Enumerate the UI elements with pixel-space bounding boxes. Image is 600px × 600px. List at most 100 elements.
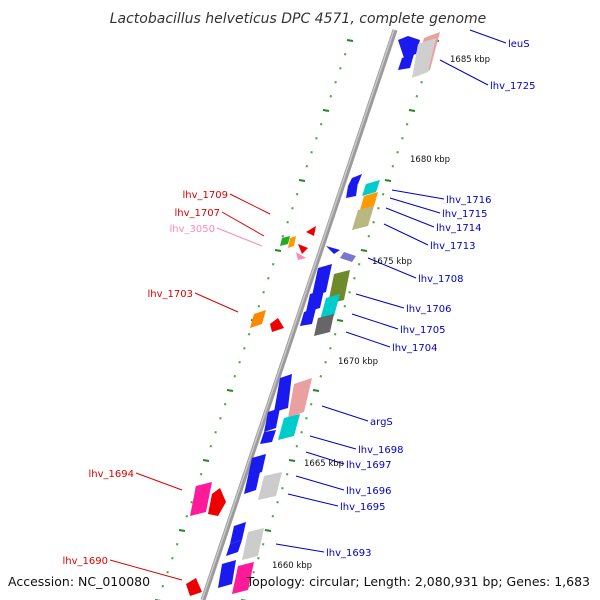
gene-features (186, 32, 440, 596)
tick-mark (334, 81, 337, 84)
kbp-label: 1675 kbp (372, 257, 412, 267)
leader-line (383, 223, 429, 246)
tick-mark (247, 333, 251, 336)
gene-label-lhv-1707: lhv_1707 (175, 208, 220, 219)
tick-mark (238, 361, 241, 364)
gene-lhv-1697-blue (260, 430, 276, 444)
gene-labels: leuS lhv_1725 lhv_1716 lhv_1715 lhv_1714 lhv_… (63, 29, 535, 581)
leader-line (351, 313, 399, 330)
tick-mark (286, 221, 289, 224)
tick-mark (295, 445, 299, 448)
gene-lhv-1693-blue-b (226, 540, 242, 556)
gene-label-lhv-1716: lhv_1716 (446, 195, 491, 206)
gene-label-lhv-1708: lhv_1708 (418, 274, 463, 285)
tick-mark (415, 95, 419, 98)
gene-label-lhv-1709: lhv_1709 (183, 190, 228, 201)
tick-mark (262, 291, 265, 294)
tick-mark (285, 473, 289, 476)
leader-line (229, 193, 271, 215)
tick-mark (209, 445, 213, 448)
gene-label-lhv-1696: lhv_1696 (346, 486, 391, 497)
gene-lhv-1704-gray (314, 314, 334, 336)
tick-mark (252, 571, 255, 574)
gene-rna-arrow (296, 252, 306, 260)
gene-lhv-1690-arrow (186, 578, 202, 596)
gene-lhv-1707-block (280, 236, 290, 246)
tick-mark (274, 249, 282, 252)
gene-lhv-1695-gray (258, 472, 282, 500)
gene-label-lhv-1705: lhv_1705 (400, 325, 445, 336)
gene-label-lhv-1703: lhv_1703 (148, 289, 193, 300)
tick-mark (298, 179, 306, 182)
leader-line (321, 405, 369, 422)
gene-lhv-1693-blue-a (230, 522, 246, 544)
kbp-label: 1685 kbp (450, 55, 490, 65)
leader-line (295, 475, 345, 491)
gene-lhv-1695-blue (244, 472, 260, 494)
leader-line (275, 543, 325, 553)
gene-lhv-1707-block-b (288, 236, 296, 248)
leader-line (389, 197, 441, 214)
tick-mark (346, 39, 354, 42)
gene-lhv-1716-b (346, 182, 358, 198)
tick-mark (175, 543, 179, 546)
tick-mark (178, 529, 186, 532)
gene-lhv-1706-blue-a (312, 264, 332, 296)
leader-line (216, 227, 263, 247)
gene-top-blue-arrow (398, 54, 414, 70)
tick-mark (288, 459, 296, 462)
tick-mark (310, 151, 313, 154)
tick-mark (243, 347, 246, 350)
tick-mark (401, 137, 404, 140)
gene-lhv-1696-blue (248, 454, 266, 476)
map-title: Lactobacillus helveticus DPC 4571, compl… (110, 11, 487, 27)
tick-mark (305, 417, 308, 420)
tick-mark (372, 221, 375, 224)
tick-mark (391, 165, 395, 168)
leader-line (309, 435, 357, 450)
tick-mark (357, 263, 361, 266)
tick-mark (420, 81, 423, 84)
leader-line (194, 292, 239, 313)
tick-mark (312, 389, 320, 392)
tick-mark (264, 529, 272, 532)
gene-label-lhv-1690: lhv_1690 (63, 556, 108, 567)
tick-mark (309, 403, 313, 406)
leader-line (469, 29, 507, 44)
tick-mark (329, 347, 332, 350)
tick-mark (199, 473, 203, 476)
tick-mark (336, 319, 344, 322)
leader-line (135, 472, 183, 491)
genome-backbone (200, 29, 398, 600)
kbp-label: 1660 kbp (272, 561, 312, 571)
tick-mark (233, 375, 237, 378)
gene-label-lhv-1715: lhv_1715 (442, 209, 487, 220)
gene-lhv-1698-cyan (278, 414, 300, 440)
gene-label-lhv-1698: lhv_1698 (358, 445, 403, 456)
leader-line (287, 493, 339, 507)
kbp-label: 1670 kbp (338, 357, 378, 367)
gene-lhv-1694-block (190, 482, 212, 516)
tick-mark (171, 557, 174, 560)
gene-args-blue (274, 374, 292, 412)
tick-mark (295, 193, 299, 196)
tick-mark (408, 109, 416, 112)
leader-line (439, 59, 489, 86)
gene-label-lhv-1706: lhv_1706 (406, 304, 451, 315)
gene-label-lhv-1725: lhv_1725 (490, 81, 535, 92)
gene-leus-arrow (398, 36, 420, 58)
tick-mark (219, 417, 222, 420)
genome-summary-text: Topology: circular; Length: 2,080,931 bp… (246, 574, 590, 589)
gene-label-lhv-1713: lhv_1713 (430, 241, 475, 252)
tick-mark (281, 235, 285, 238)
gene-lhv-1708-arrow (326, 246, 340, 254)
kbp-label: 1680 kbp (410, 155, 450, 165)
gene-label-args: argS (370, 417, 393, 428)
tick-mark (333, 333, 337, 336)
tick-mark (353, 277, 356, 280)
tick-mark (291, 207, 294, 210)
tick-mark (271, 515, 275, 518)
gene-label-leus: leuS (508, 39, 530, 50)
gene-lhv-1694-arrow (208, 488, 226, 516)
gene-label-lhv-1704: lhv_1704 (392, 343, 437, 354)
